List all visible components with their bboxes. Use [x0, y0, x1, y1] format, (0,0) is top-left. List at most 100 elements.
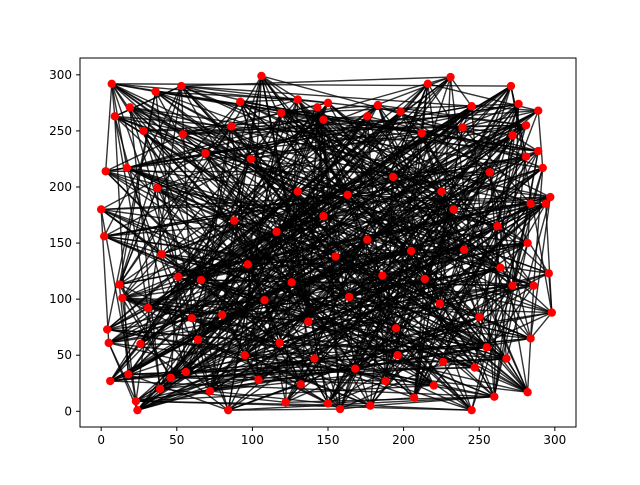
- data-point: [508, 281, 517, 290]
- data-point: [335, 404, 345, 414]
- data-point: [217, 310, 227, 320]
- data-point: [458, 123, 467, 132]
- data-point: [467, 102, 476, 111]
- network-edge: [250, 158, 394, 178]
- data-point: [122, 163, 132, 173]
- network-edge: [313, 208, 455, 360]
- network-edge: [462, 126, 527, 158]
- network-edge: [307, 239, 368, 322]
- network-edge: [400, 111, 423, 134]
- data-point: [547, 308, 557, 317]
- network-edge: [395, 328, 399, 356]
- network-edge: [118, 187, 158, 285]
- data-point: [181, 367, 191, 377]
- network-edge: [191, 263, 249, 319]
- network-edge: [126, 167, 211, 392]
- y-tick-label: 150: [49, 236, 72, 250]
- network-edge: [111, 83, 329, 104]
- data-point: [243, 260, 253, 269]
- network-edge: [111, 83, 184, 135]
- network-edge: [247, 231, 278, 265]
- data-point: [293, 95, 302, 104]
- network-edge: [126, 167, 265, 301]
- network-edge: [126, 167, 235, 222]
- network-edge: [181, 85, 539, 112]
- network-edge: [205, 125, 232, 154]
- data-point: [152, 183, 162, 193]
- data-point: [429, 381, 439, 390]
- network-edge: [421, 132, 514, 287]
- network-edge: [129, 107, 199, 340]
- network-edge: [128, 314, 223, 375]
- network-edge: [285, 396, 495, 404]
- network-edge: [279, 239, 368, 344]
- edges-layer: [100, 75, 553, 411]
- network-edge: [339, 250, 412, 410]
- data-point: [526, 334, 535, 343]
- data-point: [523, 388, 532, 397]
- network-edge: [231, 125, 539, 152]
- network-edge: [308, 267, 501, 323]
- data-point: [139, 126, 148, 136]
- data-point: [508, 131, 517, 140]
- network-edge: [109, 158, 252, 382]
- data-point: [101, 167, 110, 176]
- network-edge: [511, 150, 539, 286]
- network-edge: [137, 242, 528, 411]
- data-point: [143, 303, 153, 313]
- data-point: [482, 343, 491, 352]
- x-tick-label: 300: [543, 433, 566, 447]
- data-point: [485, 168, 495, 177]
- network-edge: [327, 102, 442, 193]
- y-axis: 0 50 100 150 200 250 300: [49, 68, 80, 418]
- network-edge: [108, 134, 513, 344]
- data-point: [166, 373, 175, 382]
- data-point: [467, 405, 476, 415]
- network-edge: [135, 384, 434, 402]
- data-point: [363, 112, 372, 121]
- data-point: [538, 163, 547, 173]
- data-point: [363, 235, 372, 244]
- data-point: [514, 99, 523, 109]
- network-edge: [323, 194, 349, 217]
- network-edge: [182, 102, 329, 135]
- network-edge: [545, 203, 553, 313]
- data-point: [526, 199, 535, 209]
- network-edge: [537, 110, 544, 168]
- network-edge: [177, 276, 187, 373]
- network-edge: [178, 242, 528, 278]
- network-edge: [264, 242, 528, 301]
- network-edge: [122, 297, 149, 309]
- network-edge: [421, 83, 429, 134]
- network-edge: [205, 152, 495, 398]
- data-point: [136, 339, 145, 349]
- network-edge: [280, 112, 531, 205]
- network-edge: [170, 274, 383, 379]
- network-edge: [156, 188, 163, 255]
- data-point: [201, 149, 210, 158]
- network-edge: [221, 220, 235, 315]
- network-edge: [478, 316, 529, 393]
- data-point: [115, 280, 124, 289]
- network-edge: [384, 354, 399, 382]
- network-edge: [449, 76, 480, 318]
- data-point: [131, 397, 141, 406]
- data-point: [155, 384, 165, 394]
- data-point: [310, 354, 319, 363]
- network-edge: [424, 172, 491, 280]
- network-edge: [155, 90, 394, 178]
- network-edge: [114, 115, 206, 154]
- network-edge: [109, 208, 454, 382]
- network-edge: [340, 404, 371, 410]
- network-edge: [126, 76, 451, 169]
- x-tick-label: 250: [468, 433, 491, 447]
- network-edge: [137, 316, 480, 411]
- data-point: [496, 263, 505, 272]
- network-edge: [233, 220, 281, 344]
- y-tick-label: 0: [64, 404, 72, 418]
- network-edge: [308, 320, 487, 349]
- network-edge: [129, 106, 252, 160]
- data-point: [396, 107, 405, 117]
- network-edge: [114, 85, 182, 117]
